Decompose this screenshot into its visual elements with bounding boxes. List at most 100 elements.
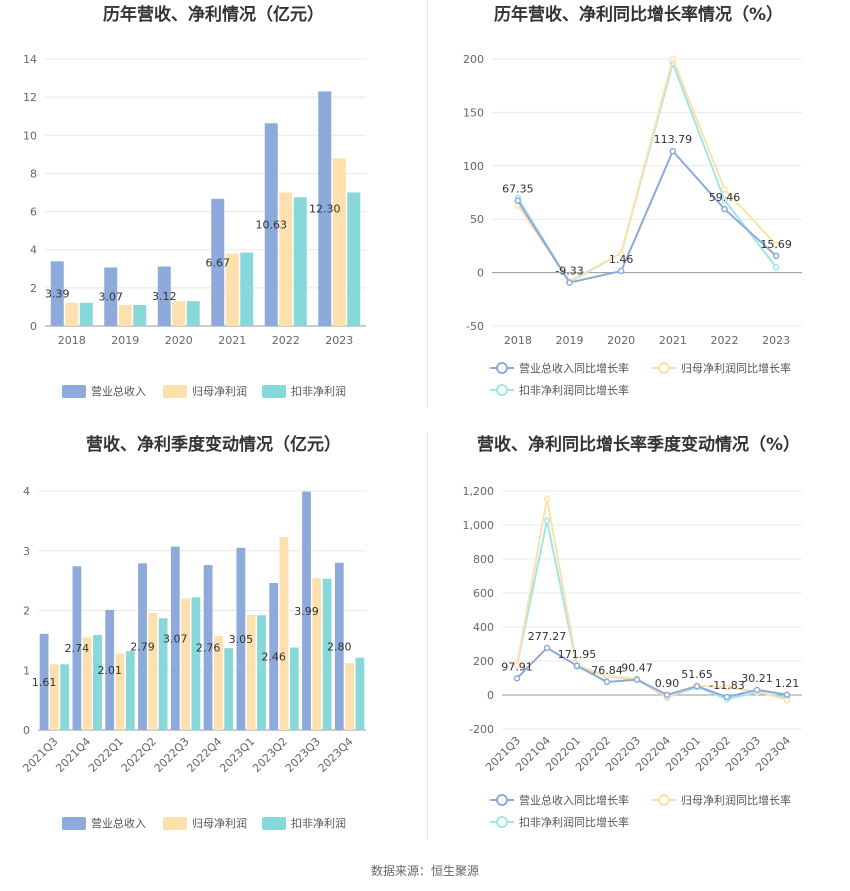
y-tick-label: 3 (23, 545, 30, 558)
y-tick-label: 1,000 (463, 519, 495, 532)
x-tick-label: 2023 (325, 334, 353, 347)
panel-divider (427, 432, 428, 840)
bar (257, 615, 266, 730)
legend-label: 营业总收入同比增长率 (519, 361, 629, 375)
bar (105, 609, 115, 730)
bar (138, 563, 147, 730)
data-label: 3.39 (45, 288, 70, 301)
y-tick-label: 12 (23, 91, 37, 104)
data-point (753, 686, 761, 694)
data-point (783, 691, 791, 699)
y-tick-label: 600 (473, 587, 494, 600)
data-label: 59.46 (709, 191, 741, 204)
bar (240, 252, 254, 326)
legend-label: 营业总收入 (91, 816, 146, 830)
data-label: 2.46 (261, 651, 286, 664)
bar (170, 546, 180, 730)
data-label: 2.80 (327, 640, 352, 653)
chart-quarterly-growth-rate: 营收、净利同比增长率季度变动情况（%） -200 0 200 400 600 800 1,00… (463, 434, 802, 829)
legend-marker (496, 794, 508, 806)
data-label: 1.21 (775, 677, 800, 690)
bar (203, 565, 213, 730)
bar (191, 597, 201, 730)
bar (293, 197, 307, 326)
legend-marker (658, 362, 670, 374)
data-point (723, 693, 731, 701)
data-point (721, 186, 728, 193)
data-point (772, 264, 780, 271)
data-point (633, 676, 641, 683)
data-point (772, 241, 780, 249)
y-tick-label: 200 (463, 53, 484, 66)
x-tick-label: 2022Q4 (184, 735, 224, 775)
data-label: 2.79 (130, 641, 155, 654)
data-label: 2.01 (97, 664, 122, 677)
x-tick-label: 2020 (165, 334, 193, 347)
data-point (543, 495, 551, 502)
x-tick-label: 2018 (504, 334, 532, 347)
bar (158, 618, 168, 730)
data-label: 15.69 (760, 238, 792, 251)
data-point (543, 644, 551, 652)
legend-label: 归母净利润同比增长率 (681, 361, 791, 375)
x-tick-label: 2022Q3 (152, 735, 192, 775)
data-point (723, 684, 731, 691)
data-point (693, 682, 701, 690)
y-tick-label: 8 (30, 167, 37, 180)
y-tick-label: 100 (463, 160, 484, 173)
bar (115, 653, 125, 730)
chart-annual-revenue-profit: 历年营收、净利情况（亿元） 0 2 4 6 8 10 12 14 2018 2019 2020 2021… (23, 4, 366, 398)
legend-swatch (62, 385, 86, 398)
legend-label: 营业总收入 (91, 384, 146, 398)
bar (334, 562, 344, 730)
bar (355, 657, 365, 730)
bar (82, 637, 92, 730)
y-tick-label: 10 (23, 129, 37, 142)
data-point (783, 696, 791, 704)
data-label: 97.91 (501, 660, 533, 673)
bar (345, 663, 354, 730)
bar (186, 301, 200, 326)
data-label: 171.95 (558, 648, 597, 661)
bar (279, 537, 289, 730)
y-tick-label: 200 (473, 655, 494, 668)
x-tick-label: 2023Q4 (316, 735, 356, 775)
legend-label: 扣非净利润同比增长率 (519, 815, 629, 829)
data-point (573, 662, 581, 670)
chart-title: 历年营收、净利情况（亿元） (103, 4, 324, 25)
y-tick-label: 50 (470, 213, 484, 226)
x-tick-label: 2022 (272, 334, 300, 347)
data-source-note: 数据来源：恒生聚源 (370, 864, 479, 878)
data-label: 3.12 (152, 290, 177, 303)
data-label: -9.33 (555, 265, 583, 278)
data-point (566, 279, 573, 286)
y-tick-label: 0 (30, 320, 37, 333)
legend-label: 营业总收入同比增长率 (519, 793, 629, 807)
x-tick-label: 2018 (58, 334, 86, 347)
bar (50, 261, 64, 326)
y-tick-label: -200 (469, 723, 494, 736)
legend-label: 扣非净利润 (291, 384, 346, 398)
bar (279, 192, 293, 326)
data-point (617, 267, 625, 275)
chart-title: 营收、净利同比增长率季度变动情况（%） (477, 434, 800, 455)
data-label: 113.79 (654, 133, 693, 146)
data-label: 12.30 (309, 203, 341, 216)
bar (104, 267, 118, 326)
data-label: 76.84 (591, 664, 623, 677)
data-label: 3.07 (163, 632, 188, 645)
data-label: 2.74 (65, 642, 90, 655)
legend-marker (658, 794, 670, 806)
bar (246, 614, 256, 730)
bar (65, 302, 79, 326)
bar (60, 664, 70, 730)
x-tick-label: 2022Q2 (119, 735, 159, 775)
series-line (516, 149, 777, 284)
data-point (772, 252, 780, 260)
x-tick-label: 2019 (111, 334, 139, 347)
x-tick-label: 2019 (556, 334, 584, 347)
data-label: 1.61 (32, 676, 57, 689)
data-label: 2.76 (196, 642, 221, 655)
series-line (516, 60, 777, 284)
data-label: 3.05 (229, 633, 254, 646)
